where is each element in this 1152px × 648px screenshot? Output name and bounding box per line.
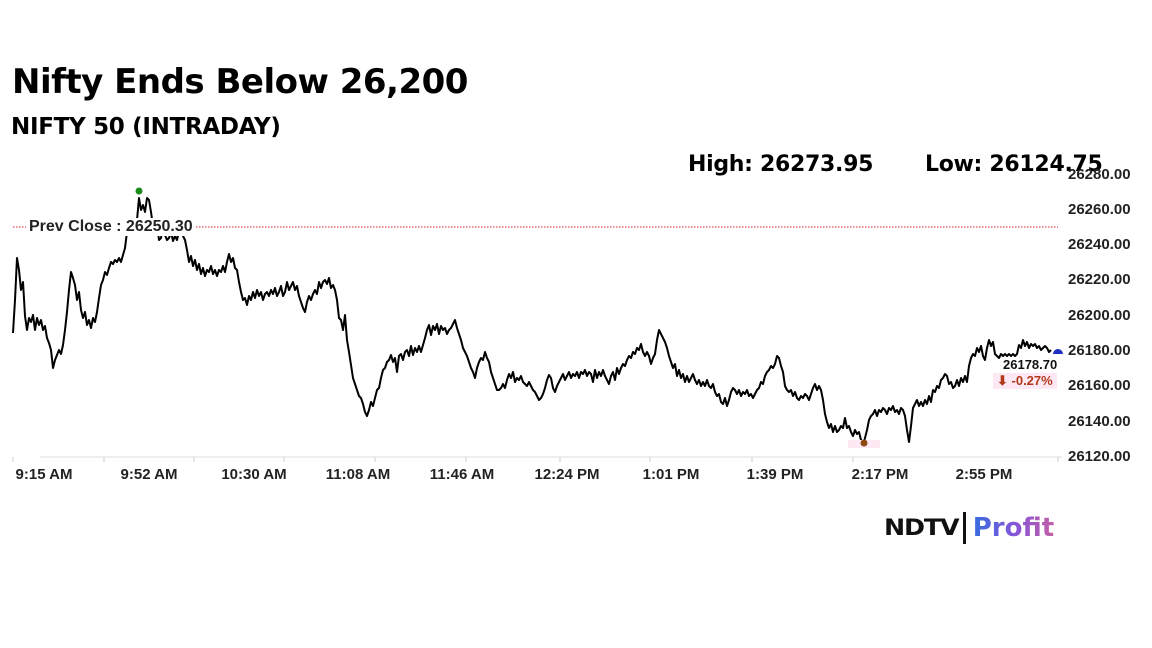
ndtv-profit-logo: NDTV Profit <box>884 512 1057 544</box>
x-tick-label: 2:55 PM <box>955 466 1013 483</box>
change-percent-label: ⬇ -0.27% <box>993 373 1057 389</box>
y-tick-label: 26240.00 <box>1068 236 1131 253</box>
low-marker <box>860 439 868 447</box>
y-tick-label: 26180.00 <box>1068 342 1131 359</box>
x-tick-label: 1:01 PM <box>642 466 700 483</box>
x-tick-label: 9:52 AM <box>120 466 178 483</box>
y-tick-label: 26140.00 <box>1068 413 1131 430</box>
x-axis-ticks <box>12 457 1059 462</box>
x-tick-label: 9:15 AM <box>15 466 73 483</box>
x-tick-label: 10:30 AM <box>221 466 287 483</box>
logo-separator <box>962 512 966 544</box>
y-tick-label: 26200.00 <box>1068 307 1131 324</box>
chart-title: Nifty Ends Below 26,200 <box>12 62 468 102</box>
low-value-label: Low: 26124.75 <box>925 152 1103 177</box>
high-marker <box>135 187 143 195</box>
x-tick-label: 11:08 AM <box>325 466 391 483</box>
last-price-label: 26178.70 <box>1003 357 1058 372</box>
prev-close-label: Prev Close : 26250.30 <box>26 218 196 236</box>
chart-subtitle: NIFTY 50 (INTRADAY) <box>11 114 281 140</box>
high-value-label: High: 26273.95 <box>688 152 874 177</box>
logo-profit-text: Profit <box>970 513 1057 543</box>
x-tick-label: 2:17 PM <box>851 466 909 483</box>
x-tick-label: 1:39 PM <box>746 466 804 483</box>
logo-ndtv-text: NDTV <box>884 515 960 541</box>
x-tick-label: 11:46 AM <box>429 466 495 483</box>
y-tick-label: 26120.00 <box>1068 448 1131 465</box>
last-price-marker <box>1053 349 1063 354</box>
price-line <box>12 197 1052 447</box>
y-tick-label: 26160.00 <box>1068 377 1131 394</box>
x-tick-label: 12:24 PM <box>534 466 600 483</box>
y-tick-label: 26220.00 <box>1068 271 1131 288</box>
y-tick-label: 26280.00 <box>1068 166 1131 183</box>
y-tick-label: 26260.00 <box>1068 201 1131 218</box>
